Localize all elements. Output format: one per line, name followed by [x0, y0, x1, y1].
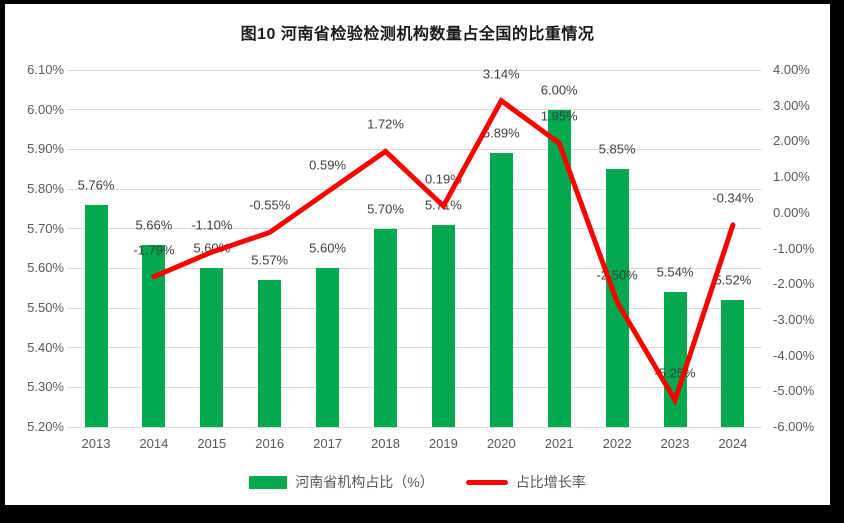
bar-value-label: 5.66%	[135, 217, 173, 233]
line-value-label: -0.34%	[712, 190, 754, 206]
line-series	[151, 97, 736, 407]
gridline	[67, 148, 762, 150]
bar-value-label: 5.60%	[193, 240, 231, 256]
x-axis-label: 2022	[602, 436, 632, 451]
y-axis-tick-right: -2.00%	[773, 276, 815, 292]
bar	[316, 268, 340, 427]
y-axis-tick-right: -6.00%	[773, 419, 815, 434]
x-axis-label: 2015	[197, 436, 227, 451]
legend: 河南省机构占比（%） 占比增长率	[5, 472, 830, 492]
bar-value-label: 5.57%	[251, 252, 289, 268]
legend-bar-swatch	[249, 475, 288, 489]
bar-value-label: 5.54%	[656, 264, 694, 280]
line-value-label: -1.10%	[191, 217, 233, 233]
bar	[374, 228, 397, 427]
gridline	[67, 109, 762, 111]
x-axis-label: 2017	[313, 436, 343, 451]
bar-value-label: 5.70%	[367, 201, 404, 217]
line-value-label: 0.59%	[309, 157, 347, 173]
y-axis-tick-right: -3.00%	[773, 311, 815, 327]
bar-value-label: 5.52%	[714, 272, 752, 288]
line-value-label: 1.95%	[540, 108, 578, 124]
legend-bar-label: 河南省机构占比（%）	[295, 474, 434, 490]
bar-value-label: 5.85%	[598, 141, 636, 157]
y-axis-tick-left: 5.40%	[27, 339, 64, 355]
line-value-label: -1.79%	[133, 242, 175, 258]
legend-line-swatch	[465, 479, 508, 485]
bar	[489, 153, 513, 427]
legend-line-label: 占比增长率	[515, 474, 586, 490]
bar-value-label: 5.60%	[309, 240, 347, 256]
bar-value-label: 6.00%	[540, 82, 578, 98]
chart-title: 图10 河南省检验检测机构数量占全国的比重情况	[240, 26, 595, 43]
x-axis-label: 2020	[486, 436, 516, 451]
gridline	[67, 347, 762, 349]
line-value-label: 1.72%	[367, 116, 404, 132]
y-axis-tick-right: 2.00%	[773, 133, 810, 149]
y-axis-tick-left: 6.10%	[27, 62, 64, 77]
bar-value-label: 5.76%	[77, 177, 115, 193]
line-value-label: -0.55%	[249, 197, 291, 213]
bar	[200, 268, 224, 427]
gridline	[67, 307, 762, 309]
x-axis-label: 2021	[544, 436, 574, 451]
bar	[547, 109, 571, 427]
chart-surface: 图10 河南省检验检测机构数量占全国的比重情况 6.10% 6.00% 5.90% 5…	[5, 4, 830, 505]
y-axis-tick-left: 5.20%	[27, 419, 64, 434]
y-axis-tick-right: 0.00%	[773, 204, 810, 220]
line-value-label: 3.14%	[482, 66, 520, 82]
bar	[84, 204, 108, 427]
x-axis-label: 2023	[660, 436, 690, 451]
bar	[721, 300, 745, 427]
y-axis-tick-right: -5.00%	[773, 383, 815, 399]
gridline	[67, 426, 762, 428]
y-axis-tick-left: 5.60%	[27, 260, 64, 276]
y-axis-tick-right: 4.00%	[773, 62, 810, 77]
y-axis-tick-left: 6.00%	[27, 101, 64, 117]
y-axis-tick-left: 5.30%	[27, 379, 64, 395]
x-axis-label: 2014	[139, 436, 169, 451]
y-axis-tick-right: -1.00%	[773, 240, 815, 256]
plot-area: 6.10% 6.00% 5.90% 5.80% 5.70% 5.60% 5.50% 5.40%…	[5, 4, 830, 505]
x-axis-label: 2013	[81, 436, 111, 451]
gridline	[67, 188, 762, 190]
growth-rate-line	[151, 97, 736, 407]
y-axis-tick-left: 5.70%	[27, 220, 64, 236]
x-axis-label: 2024	[718, 436, 748, 451]
x-axis-label: 2016	[255, 436, 285, 451]
y-axis-tick-left: 5.80%	[27, 181, 64, 196]
bar	[258, 280, 282, 427]
bar	[431, 224, 455, 427]
y-axis-tick-right: 1.00%	[773, 169, 810, 185]
gridline	[67, 69, 762, 71]
x-axis-label: 2019	[428, 436, 458, 451]
gridline	[67, 386, 762, 388]
gridline	[67, 228, 762, 230]
line-value-label: 0.19%	[424, 171, 462, 187]
y-axis-tick-left: 5.50%	[27, 300, 64, 315]
y-axis-tick-left: 5.90%	[27, 141, 64, 157]
bar-value-label: 5.89%	[482, 125, 520, 141]
y-axis-tick-right: 3.00%	[773, 97, 810, 113]
x-axis-label: 2018	[371, 436, 400, 451]
gridline	[67, 267, 762, 269]
bar	[142, 244, 166, 427]
y-axis-tick-right: -4.00%	[773, 347, 815, 363]
